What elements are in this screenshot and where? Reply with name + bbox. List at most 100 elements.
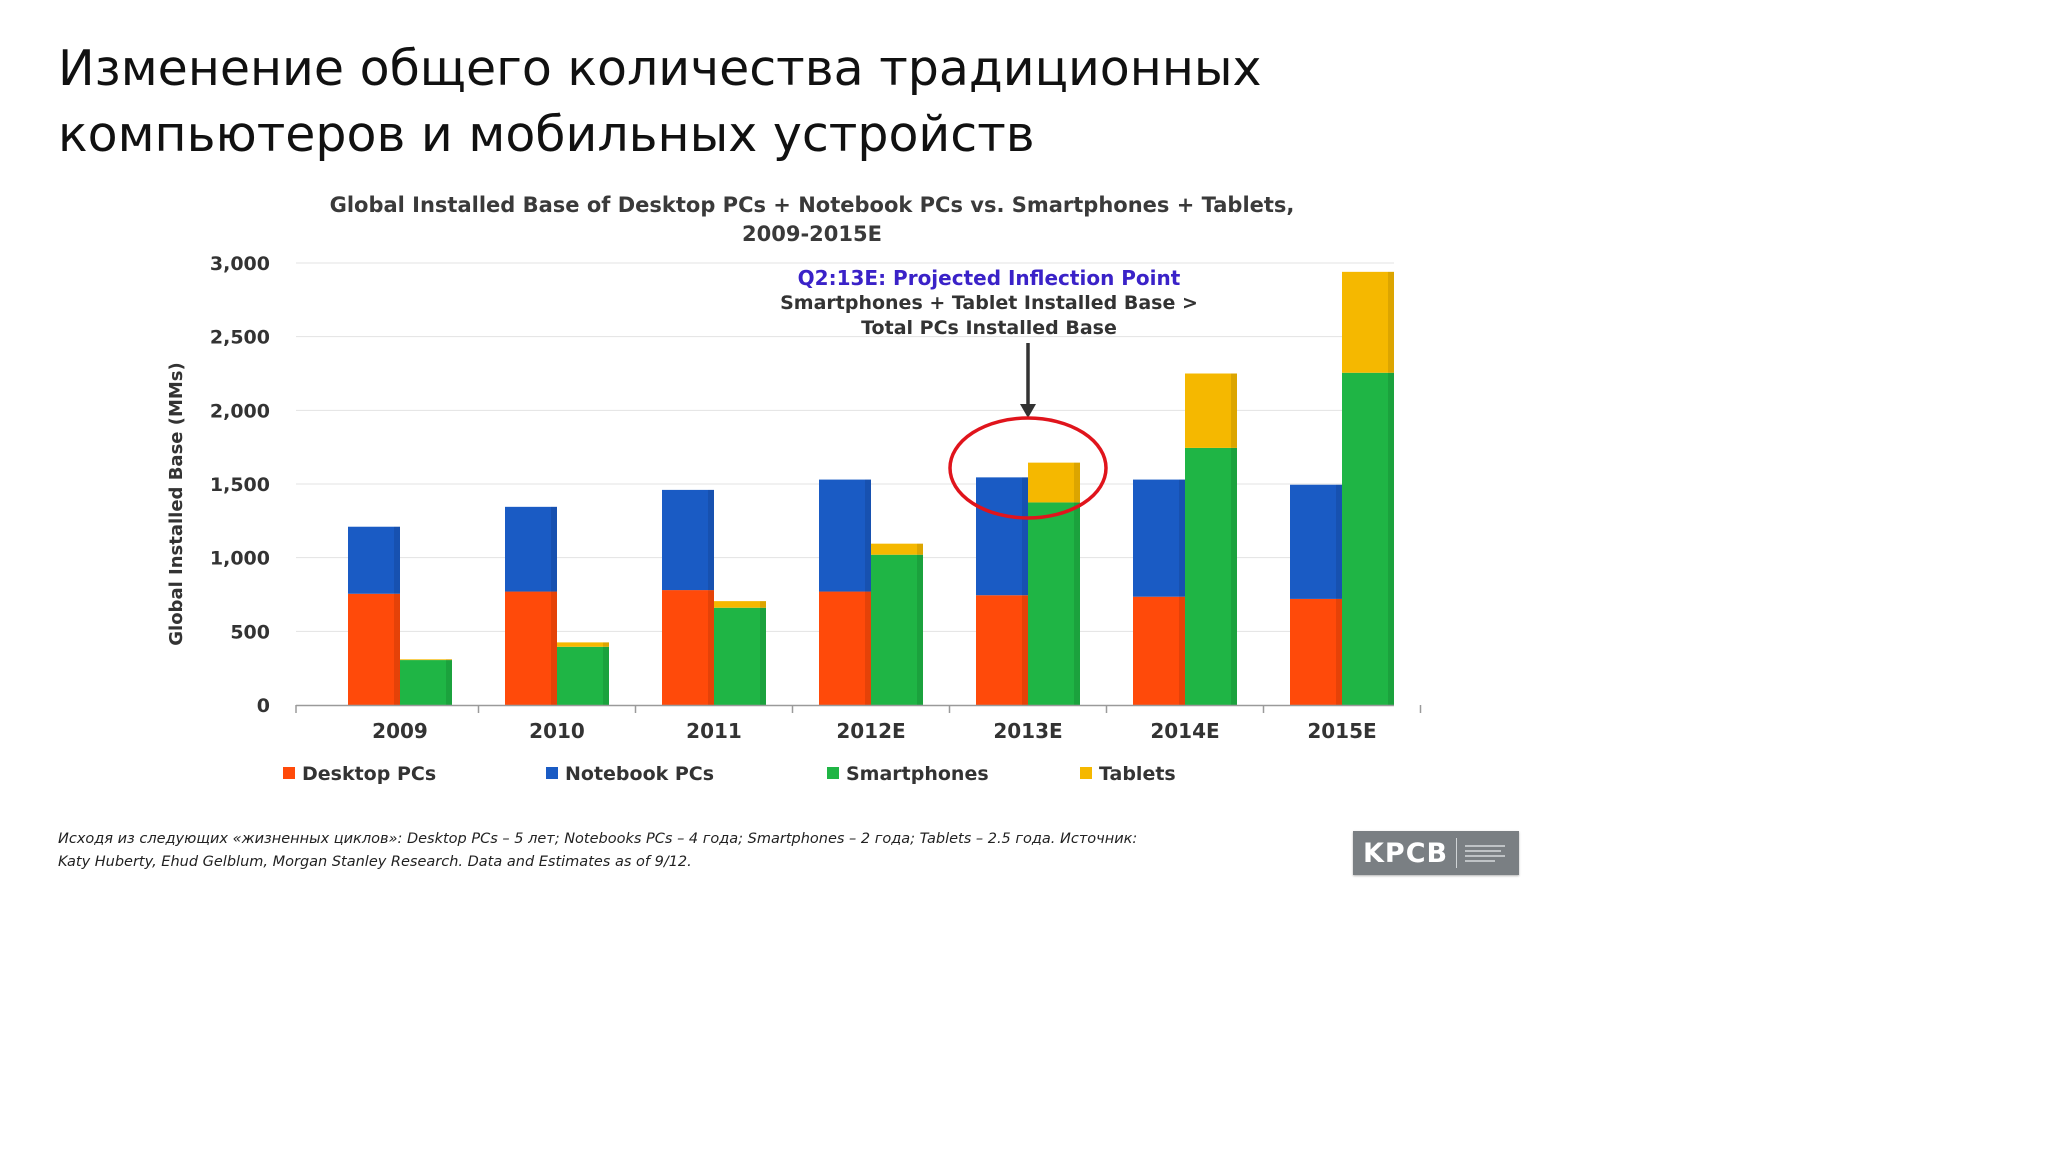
bar-notebook-pcs-2013e <box>976 477 1028 596</box>
bar-desktop-pcs-2009 <box>348 593 400 705</box>
bar-tablets-2012e <box>871 543 923 555</box>
bar-shade <box>708 489 714 591</box>
bar-shade <box>917 554 923 705</box>
annotation-circle <box>948 416 1108 520</box>
kpcb-logo: KPCB <box>1353 831 1519 875</box>
x-axis-categories: 2009 2010 2011 2012E 2013E 2014E 2015E <box>372 719 1377 743</box>
bar-shade <box>917 543 923 555</box>
footnote-line-2: Katy Huberty, Ehud Gelblum, Morgan Stanl… <box>58 854 692 870</box>
bar-shade <box>1231 447 1237 705</box>
bar-notebook-pcs-2011 <box>662 489 714 591</box>
x-axis <box>295 704 1422 713</box>
bar-smartphones-2013e <box>1028 502 1080 705</box>
bar-shade <box>760 601 766 608</box>
y-tick-label: 1,000 <box>210 548 270 570</box>
legend-swatch-notebook-pcs <box>546 767 558 779</box>
slide-title-line-1: Изменение общего количества традиционных <box>58 40 1262 97</box>
y-tick-label: 0 <box>257 695 270 717</box>
x-tick-label: 2011 <box>686 719 742 743</box>
bar-smartphones-2012e <box>871 554 923 705</box>
bar-tablets-2011 <box>714 601 766 608</box>
logo-divider <box>1456 838 1458 868</box>
slide-title: Изменение общего количества традиционных… <box>58 36 1518 168</box>
legend-swatch-desktop-pcs <box>283 767 295 779</box>
bar-notebook-pcs-2015e <box>1290 484 1342 599</box>
y-tick-label: 2,500 <box>210 327 270 349</box>
bar-tablets-2015e <box>1342 271 1394 373</box>
y-tick-label: 1,500 <box>210 474 270 496</box>
bar-shade <box>394 526 400 594</box>
annotation-line-2: Smartphones + Tablet Installed Base > <box>780 292 1198 314</box>
annotation-arrow-head <box>1020 404 1036 418</box>
bar-smartphones-2014e <box>1185 447 1237 705</box>
bar-shade <box>865 479 871 592</box>
bar-smartphones-2009 <box>400 660 452 705</box>
bar-notebook-pcs-2012e <box>819 479 871 592</box>
annotation-line-1: Q2:13E: Projected Inflection Point <box>798 266 1181 290</box>
bar-smartphones-2015e <box>1342 372 1394 705</box>
x-tick-label: 2010 <box>529 719 585 743</box>
x-tick-label: 2014E <box>1150 719 1219 743</box>
bar-desktop-pcs-2015e <box>1290 598 1342 705</box>
bar-smartphones-2011 <box>714 607 766 705</box>
bar-shade <box>603 642 609 647</box>
annotation-line-3: Total PCs Installed Base <box>861 317 1117 339</box>
bar-shade <box>1074 462 1080 503</box>
y-axis-label: Global Installed Base (MMs) <box>166 362 187 646</box>
bar-shade <box>1231 373 1237 448</box>
logo-text: KPCB <box>1363 837 1449 869</box>
chart-title-line-1: Global Installed Base of Desktop PCs + N… <box>330 193 1295 217</box>
bar-shade <box>446 660 452 705</box>
bar-desktop-pcs-2013e <box>976 595 1028 705</box>
bar-shade <box>1022 595 1028 705</box>
chart-title-line-2: 2009-2015E <box>742 222 882 246</box>
bar-desktop-pcs-2014e <box>1133 596 1185 705</box>
bar-tablets-2013e <box>1028 462 1080 503</box>
bar-notebook-pcs-2009 <box>348 526 400 594</box>
bar-shade <box>1336 598 1342 705</box>
legend-label: Notebook PCs <box>565 763 714 785</box>
legend: Desktop PCs Notebook PCs Smartphones Tablet… <box>283 763 1176 785</box>
bar-shade <box>760 607 766 705</box>
bar-shade <box>1074 502 1080 705</box>
legend-label: Smartphones <box>846 763 989 785</box>
logo-tagline-lines <box>1465 844 1506 862</box>
bar-shade <box>1336 484 1342 599</box>
legend-swatch-tablets <box>1080 767 1092 779</box>
bar-shade <box>1388 372 1394 705</box>
y-tick-label: 2,000 <box>210 400 270 422</box>
bar-shade <box>551 591 557 705</box>
bar-shade <box>551 506 557 592</box>
bar-tablets-2009 <box>400 659 452 661</box>
bar-shade <box>446 659 452 661</box>
bars <box>348 271 1394 705</box>
bar-shade <box>1179 479 1185 597</box>
slide-title-line-2: компьютеров и мобильных устройств <box>58 106 1035 163</box>
x-tick-label: 2012E <box>836 719 905 743</box>
bar-chart: Global Installed Base of Desktop PCs + N… <box>166 193 1422 785</box>
bar-smartphones-2010 <box>557 646 609 705</box>
bar-notebook-pcs-2010 <box>505 506 557 592</box>
legend-label: Tablets <box>1099 763 1176 785</box>
y-tick-label: 500 <box>230 621 270 643</box>
x-tick-label: 2015E <box>1307 719 1376 743</box>
inflection-annotation: Q2:13E: Projected Inflection Point Smart… <box>780 266 1198 520</box>
bar-desktop-pcs-2012e <box>819 591 871 705</box>
y-tick-label: 3,000 <box>210 253 270 275</box>
y-axis-ticks: 0 500 1,000 1,500 2,000 2,500 3,000 <box>210 253 270 717</box>
x-tick-label: 2013E <box>993 719 1062 743</box>
bar-shade <box>603 646 609 705</box>
legend-label: Desktop PCs <box>302 763 436 785</box>
footnote-line-1: Исходя из следующих «жизненных циклов»: … <box>58 831 1138 847</box>
bar-shade <box>394 593 400 705</box>
bar-shade <box>1022 477 1028 596</box>
x-tick-label: 2009 <box>372 719 428 743</box>
legend-swatch-smartphones <box>827 767 839 779</box>
bar-notebook-pcs-2014e <box>1133 479 1185 597</box>
source-footnote: Исходя из следующих «жизненных циклов»: … <box>58 828 1298 874</box>
bar-desktop-pcs-2010 <box>505 591 557 705</box>
bar-tablets-2014e <box>1185 373 1237 448</box>
bar-shade <box>708 590 714 705</box>
bar-shade <box>1388 271 1394 373</box>
bar-tablets-2010 <box>557 642 609 647</box>
